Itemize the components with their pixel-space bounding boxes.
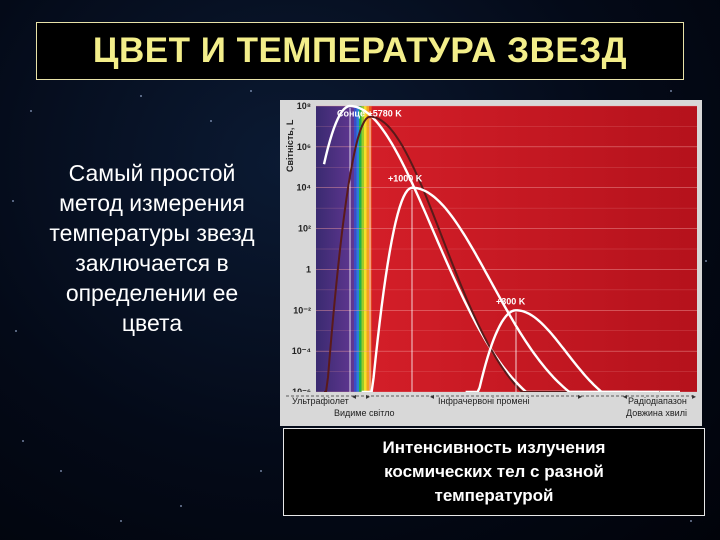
band-arrow-icon: ▸ — [692, 392, 696, 401]
band-axis-strip — [280, 392, 702, 426]
band-arrow-icon: ◂ — [430, 392, 434, 401]
band-arrow-icon: ▸ — [578, 392, 582, 401]
y-tick-label: 10⁸ — [297, 101, 311, 111]
star — [260, 470, 262, 472]
series-label: +300 K — [496, 296, 526, 306]
title-box: ЦВЕТ И ТЕМПЕРАТУРА ЗВЕЗД — [36, 22, 684, 80]
star — [22, 440, 24, 442]
star — [180, 505, 182, 507]
visible-spectrum-stripe — [361, 106, 365, 392]
series-label: Сонце +5780 K — [337, 109, 402, 119]
slide-title: ЦВЕТ И ТЕМПЕРАТУРА ЗВЕЗД — [92, 31, 628, 70]
y-tick-label: 10⁻⁴ — [292, 346, 311, 356]
y-tick-label: 10⁻² — [293, 305, 311, 315]
visible-spectrum-stripe — [364, 106, 367, 392]
band-arrow-icon: ▸ — [366, 392, 370, 401]
star — [210, 120, 212, 122]
star — [120, 520, 122, 522]
band-arrow-icon: ◂ — [352, 392, 356, 401]
star — [60, 470, 62, 472]
band-ultraviolet: Ультрафіолет — [292, 396, 349, 406]
band-wavelength: Довжина хвилі — [626, 408, 687, 418]
star — [670, 90, 672, 92]
star — [140, 95, 142, 97]
chart-caption: Интенсивность излучения космических тел … — [382, 438, 606, 505]
star — [12, 200, 14, 202]
y-axis-label: Світність, L — [285, 119, 295, 172]
y-tick-label: 1 — [306, 264, 311, 274]
star — [705, 260, 707, 262]
band-radio: Радіодіапазон — [628, 396, 687, 406]
band-arrow-icon: ◂ — [623, 392, 627, 401]
visible-spectrum-stripe — [359, 106, 362, 392]
band-visible: Видиме світло — [334, 408, 395, 418]
description-text: Самый простой метод измерения температур… — [49, 160, 255, 336]
visible-spectrum-stripe — [366, 106, 370, 392]
caption-box: Интенсивность излучения космических тел … — [283, 428, 705, 516]
star — [250, 90, 252, 92]
visible-spectrum-stripe — [356, 106, 360, 392]
star — [30, 110, 32, 112]
band-infrared: Інфрачервоні промені — [438, 396, 530, 406]
star — [15, 330, 17, 332]
star — [690, 520, 692, 522]
plot-background — [316, 106, 697, 392]
y-tick-label: 10² — [298, 224, 311, 234]
y-tick-label: 10⁶ — [297, 142, 311, 152]
visible-spectrum-stripe — [354, 106, 357, 392]
series-label: +1000 K — [388, 174, 423, 184]
y-tick-label: 10⁴ — [297, 183, 311, 193]
series-label: +10 000 K — [318, 100, 360, 102]
